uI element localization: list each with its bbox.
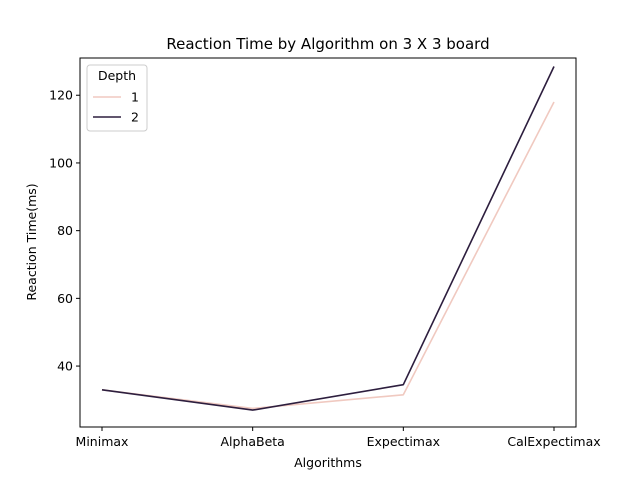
- legend-title: Depth: [98, 68, 136, 83]
- y-tick-label: 60: [57, 291, 73, 306]
- legend-label: 2: [131, 110, 139, 125]
- x-tick-label: AlphaBeta: [220, 434, 284, 449]
- x-tick-label: CalExpectimax: [507, 434, 600, 449]
- y-tick-label: 40: [57, 359, 73, 374]
- x-axis: Minimax AlphaBeta Expectimax CalExpectimax: [76, 427, 601, 449]
- x-tick-label: Minimax: [76, 434, 129, 449]
- x-axis-label: Algorithms: [294, 455, 362, 470]
- series-line-depth-2: [101, 66, 555, 411]
- legend: Depth 1 2: [86, 64, 148, 132]
- series-lines: [101, 66, 555, 411]
- y-tick-label: 80: [57, 223, 73, 238]
- x-tick-label: Expectimax: [367, 434, 440, 449]
- series-line-depth-1: [101, 101, 555, 410]
- y-axis: 40 60 80 100 120: [49, 88, 80, 374]
- legend-box: [86, 64, 148, 132]
- plot-area: [79, 57, 577, 428]
- y-tick-label: 120: [49, 88, 73, 103]
- y-tick-label: 100: [49, 155, 73, 170]
- legend-label: 1: [131, 90, 139, 105]
- plot-frame: [79, 57, 577, 428]
- chart-title: Reaction Time by Algorithm on 3 X 3 boar…: [166, 35, 489, 53]
- y-axis-label: Reaction Time(ms): [24, 183, 39, 300]
